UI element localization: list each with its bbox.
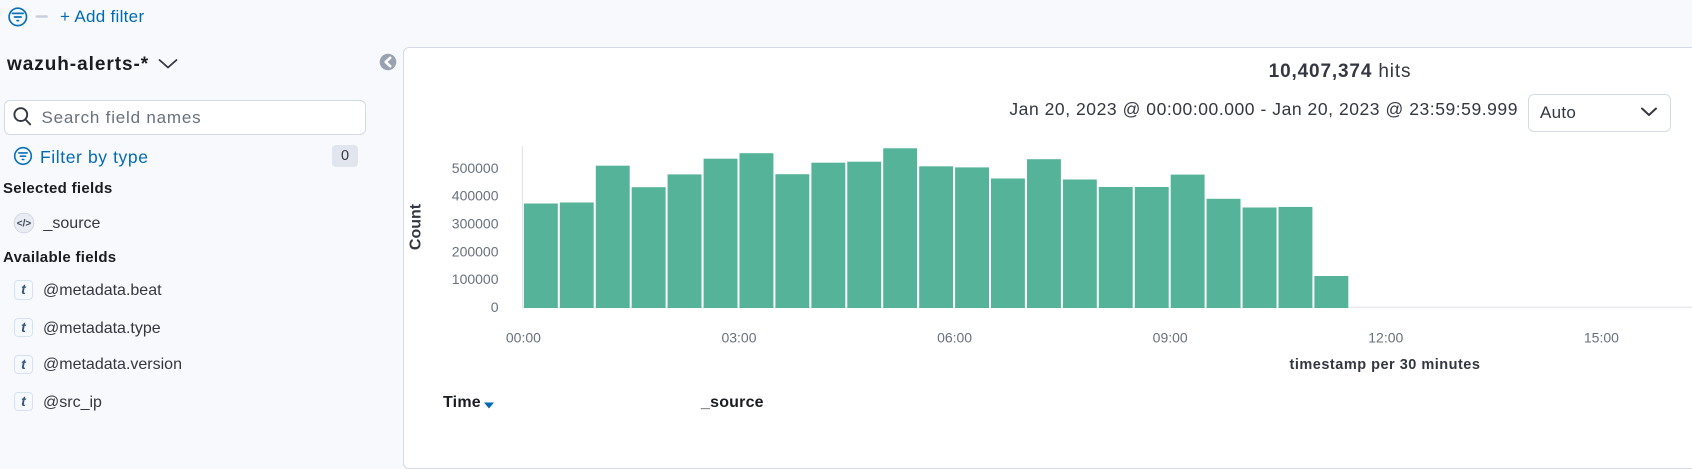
svg-text:0: 0 xyxy=(491,299,499,315)
svg-text:00:00: 00:00 xyxy=(506,329,541,345)
svg-text:09:00: 09:00 xyxy=(1153,329,1188,345)
svg-text:06:00: 06:00 xyxy=(937,329,972,345)
svg-text:100000: 100000 xyxy=(452,271,499,287)
svg-text:400000: 400000 xyxy=(452,188,499,204)
svg-text:300000: 300000 xyxy=(452,216,499,232)
svg-text:</>: </> xyxy=(17,218,32,229)
svg-text:200000: 200000 xyxy=(452,243,499,259)
svg-text:03:00: 03:00 xyxy=(721,329,756,345)
svg-text:timestamp per 30 minutes: timestamp per 30 minutes xyxy=(1290,357,1481,373)
svg-text:Count: Count xyxy=(408,203,425,250)
svg-text:12:00: 12:00 xyxy=(1368,329,1403,345)
svg-text:15:00: 15:00 xyxy=(1584,329,1619,345)
svg-text:500000: 500000 xyxy=(452,160,499,176)
